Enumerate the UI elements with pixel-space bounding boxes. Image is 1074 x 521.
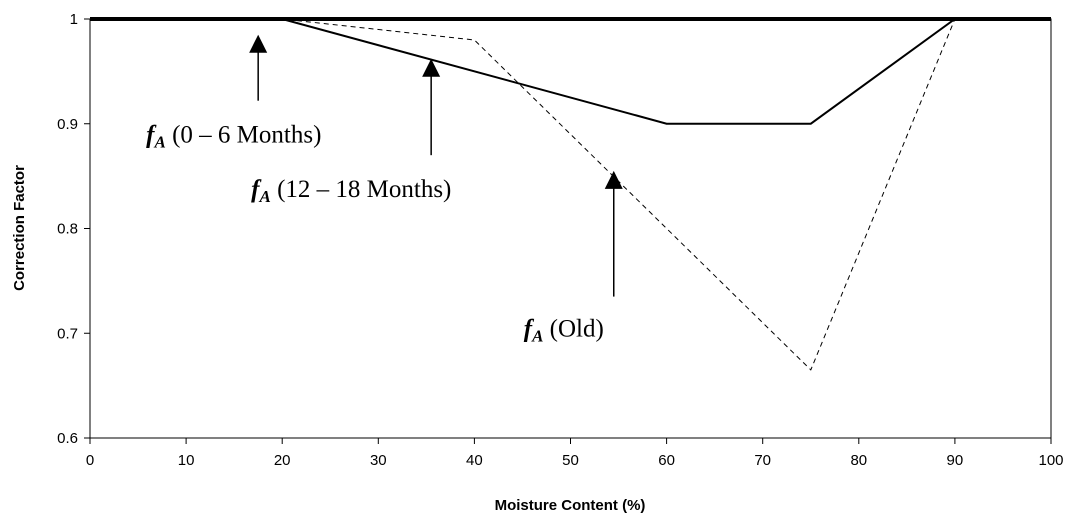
x-tick-label: 50 [562,452,579,469]
annotation-arrowhead [249,34,268,53]
x-axis-title: Moisture Content (%) [495,497,646,514]
x-tick-label: 0 [86,452,94,469]
x-axis-ticks: 0 10 20 30 40 50 60 70 80 90 100 [86,438,1064,469]
x-tick-label: 100 [1038,452,1063,469]
x-tick-label: 60 [658,452,675,469]
annotation-arrowhead [422,58,441,77]
x-tick-label: 10 [178,452,195,469]
x-tick-label: 20 [274,452,291,469]
y-tick-label: 0.7 [57,325,78,342]
annotation-label: fA (Old) [524,316,604,346]
y-axis-title: Correction Factor [11,165,28,291]
x-tick-label: 40 [466,452,483,469]
y-tick-label: 0.8 [57,221,78,238]
x-tick-label: 70 [754,452,771,469]
annotation-layer: fA (0 – 6 Months) fA (12 – 18 Months) fA (… [146,34,623,346]
annotation-label: fA (0 – 6 Months) [146,122,321,152]
x-tick-label: 80 [850,452,867,469]
y-tick-label: 0.6 [57,430,78,447]
x-tick-label: 90 [947,452,964,469]
y-tick-label: 0.9 [57,116,78,133]
annotation-label: fA (12 – 18 Months) [251,176,451,206]
series-layer [90,17,1051,371]
y-tick-label: 1 [70,11,78,28]
annotation-arrowhead [604,170,623,189]
x-tick-label: 30 [370,452,387,469]
plot-area [89,18,1052,439]
y-axis-ticks: 0.6 0.7 0.8 0.9 1 [57,11,90,447]
series-line-3 [90,18,1051,371]
